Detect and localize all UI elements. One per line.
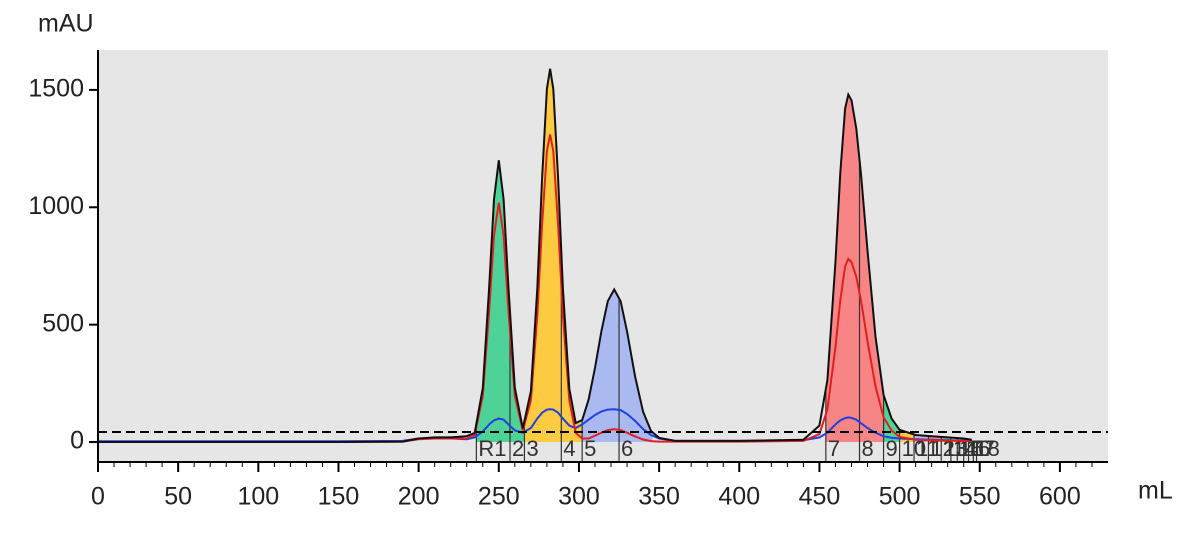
fraction-label: 17 bbox=[971, 436, 995, 461]
x-tick-label: 0 bbox=[91, 483, 105, 511]
x-tick-label: 400 bbox=[718, 483, 760, 511]
y-tick-label: 500 bbox=[42, 309, 84, 337]
x-tick-label: 50 bbox=[164, 483, 192, 511]
x-tick-label: 200 bbox=[398, 483, 440, 511]
fraction-label: R1 bbox=[478, 436, 506, 461]
x-tick-label: 250 bbox=[478, 483, 520, 511]
x-tick-label: 350 bbox=[638, 483, 680, 511]
fraction-label: 3 bbox=[526, 436, 538, 461]
fraction-label: 8 bbox=[862, 436, 874, 461]
fraction-label: 7 bbox=[828, 436, 840, 461]
y-tick-label: 0 bbox=[70, 427, 84, 455]
x-tick-label: 300 bbox=[558, 483, 600, 511]
y-tick-label: 1000 bbox=[28, 192, 84, 220]
fraction-label: 2 bbox=[512, 436, 524, 461]
fraction-label: 18 bbox=[975, 436, 999, 461]
fraction-area bbox=[510, 311, 525, 443]
fraction-area bbox=[582, 289, 620, 443]
x-tick-label: 150 bbox=[318, 483, 360, 511]
fraction-label: 6 bbox=[621, 436, 633, 461]
x-tick-label: 600 bbox=[1039, 483, 1081, 511]
x-axis-label: mL bbox=[1138, 477, 1173, 505]
fraction-label: 9 bbox=[886, 436, 898, 461]
trace-line bbox=[98, 68, 972, 443]
fraction-label: 11 bbox=[916, 436, 939, 461]
fraction-label: 5 bbox=[584, 436, 596, 461]
x-tick-label: 450 bbox=[799, 483, 841, 511]
y-axis-label: mAU bbox=[38, 10, 94, 38]
trace-line bbox=[98, 408, 972, 443]
fraction-area bbox=[561, 251, 583, 443]
fraction-label: 4 bbox=[563, 436, 575, 461]
x-tick-label: 500 bbox=[879, 483, 921, 511]
x-tick-label: 550 bbox=[959, 483, 1001, 511]
y-tick-label: 1500 bbox=[28, 75, 84, 103]
x-tick-label: 100 bbox=[237, 483, 279, 511]
